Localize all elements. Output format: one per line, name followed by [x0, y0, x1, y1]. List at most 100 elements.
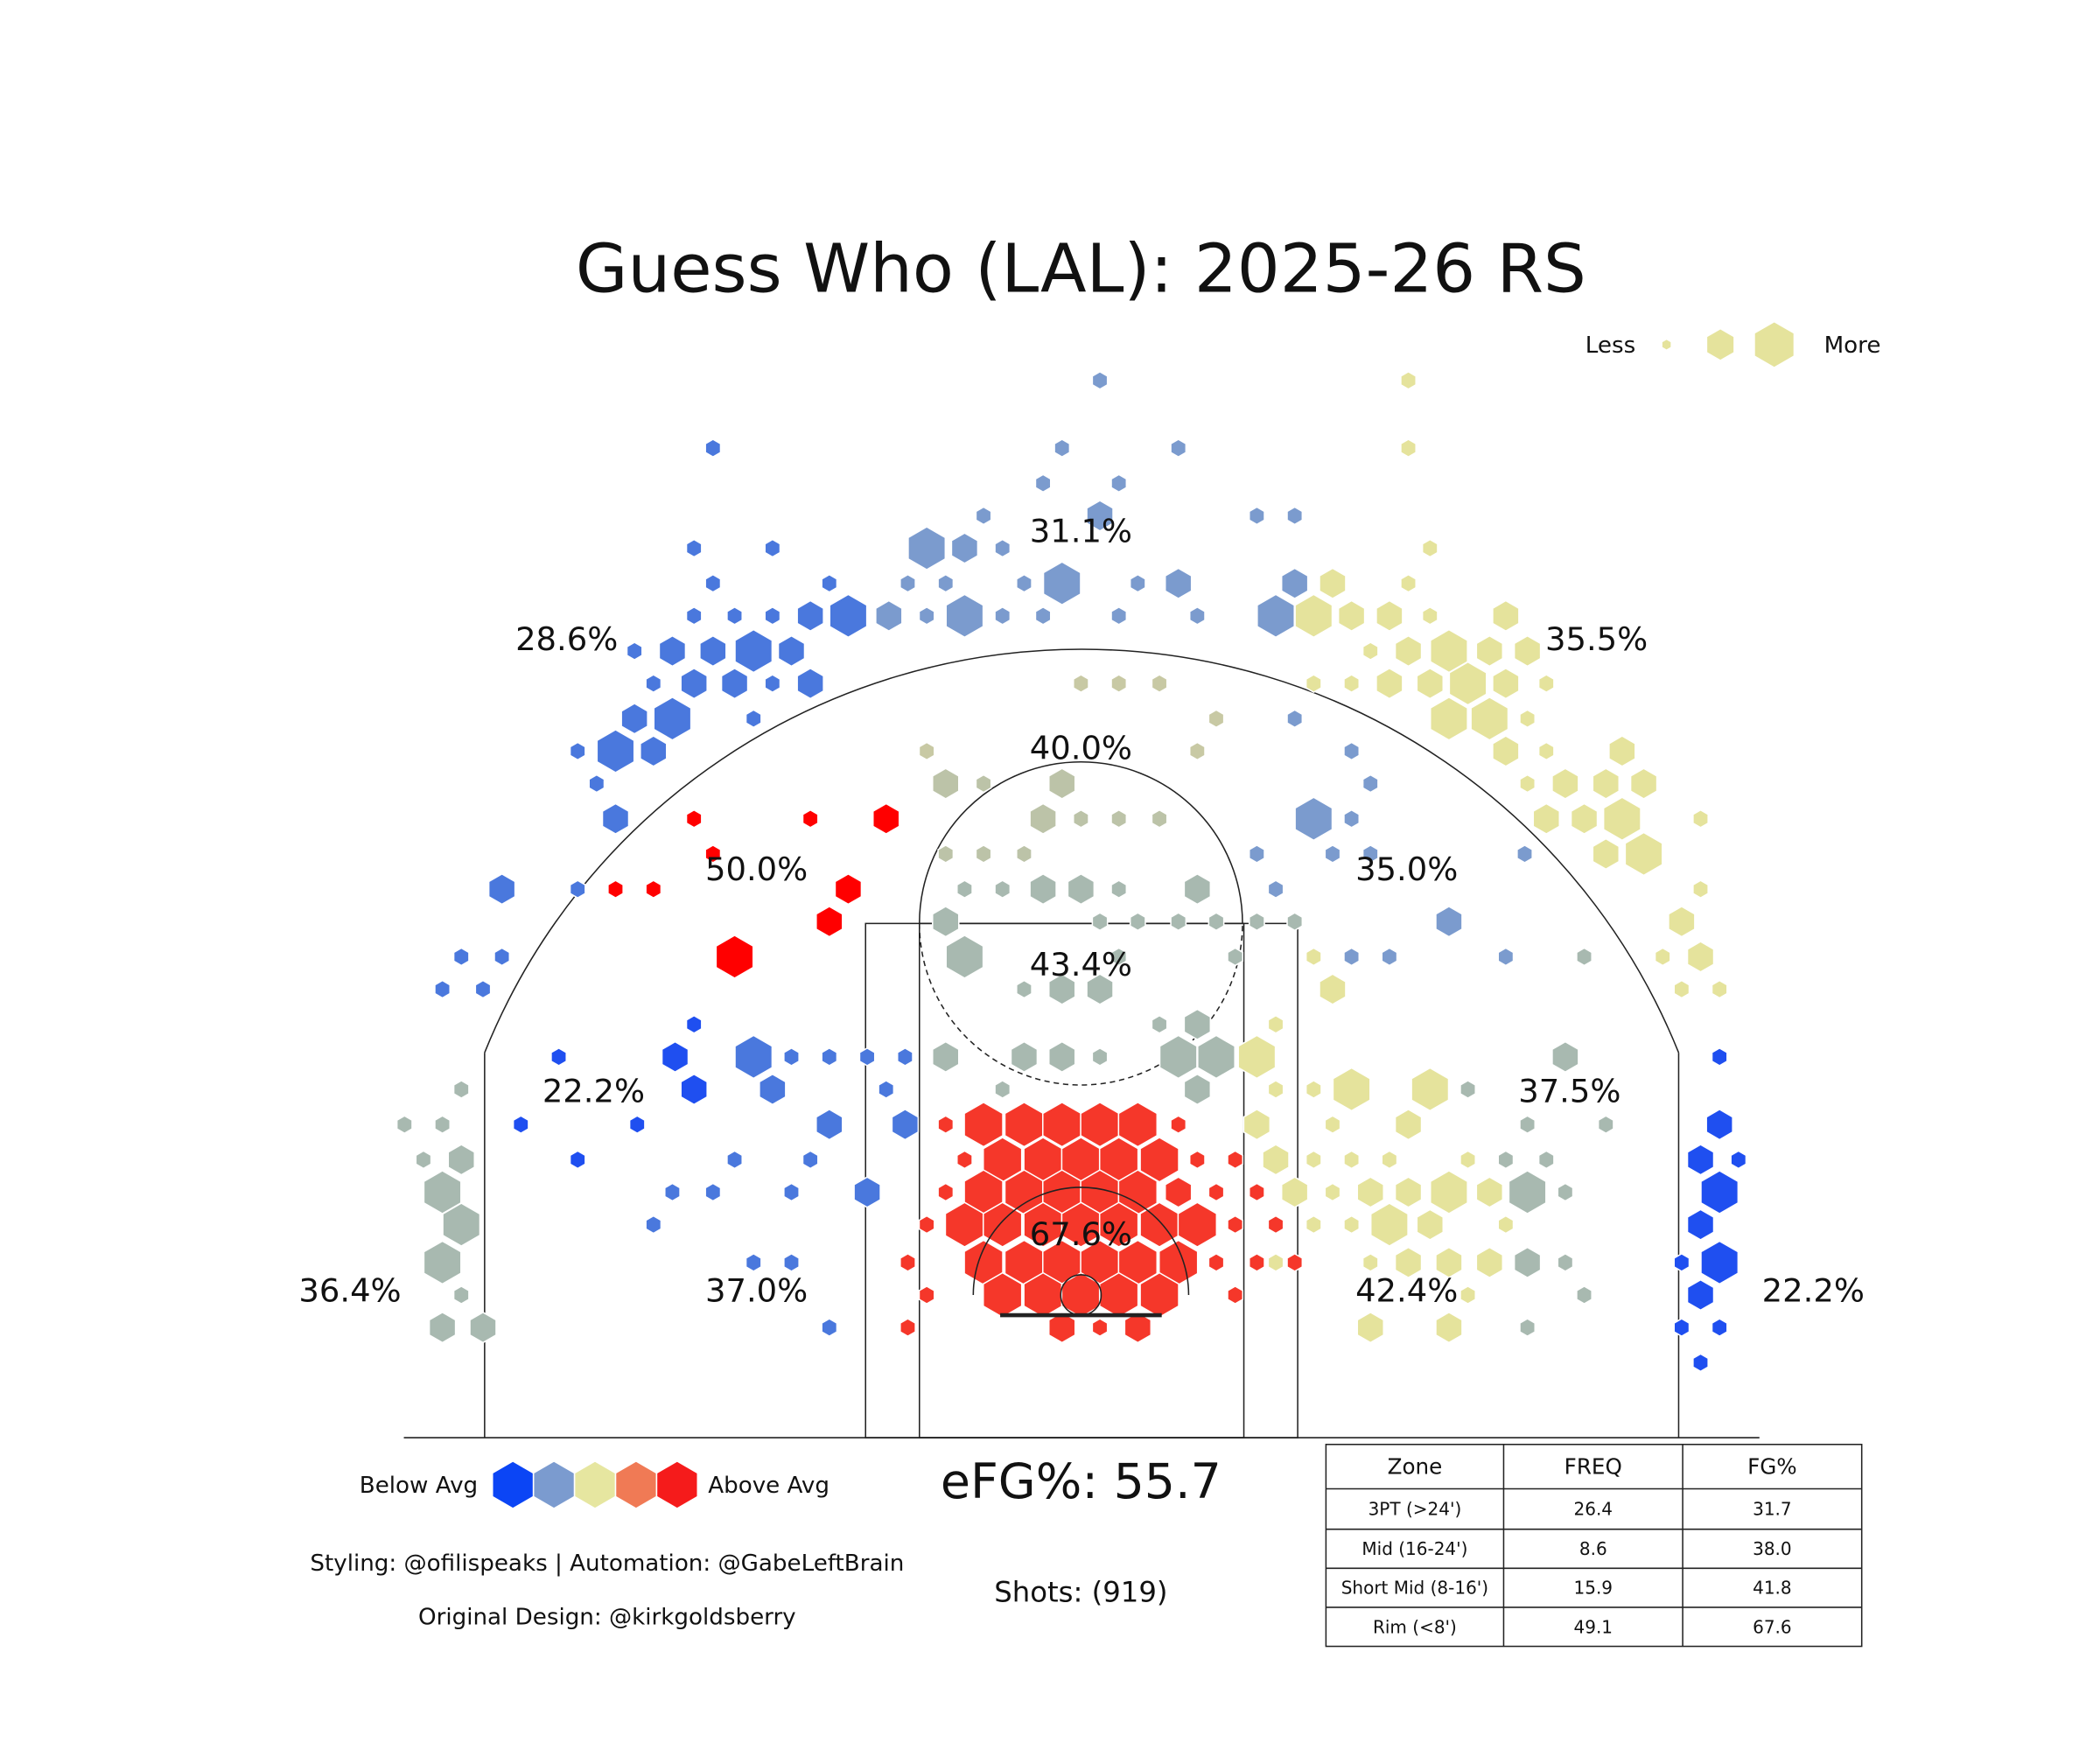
hexbins: [396, 370, 1747, 1373]
hexbin: [1016, 979, 1032, 999]
zone-label: 37.0%: [705, 1271, 808, 1309]
hexbin: [1117, 1101, 1158, 1148]
hexbin: [720, 667, 749, 700]
table-cell: 41.8: [1753, 1578, 1792, 1599]
hexbin: [569, 879, 586, 900]
hexbin: [956, 1150, 973, 1170]
hexbin: [1248, 1253, 1265, 1272]
hexbin: [415, 1150, 432, 1170]
hexbin: [1686, 1278, 1715, 1312]
hexbin: [1267, 879, 1284, 900]
hexbin: [715, 934, 754, 979]
credit: Styling: @ofilispeaks | Automation: @Gab…: [310, 1550, 904, 1577]
hexbin: [1256, 593, 1296, 639]
hexbin: [1516, 844, 1533, 864]
table-header: FG%: [1747, 1454, 1797, 1480]
hexbin: [834, 872, 863, 906]
inner-lane: [919, 922, 1245, 1438]
hexbin: [1654, 947, 1671, 967]
hexbin: [626, 641, 643, 661]
size-legend-more: More: [1824, 332, 1881, 359]
efg-label: eFG%: 55.7: [941, 1454, 1222, 1510]
hexbin: [1227, 1285, 1244, 1305]
hexbin: [1435, 906, 1463, 938]
hexbin: [1692, 879, 1709, 900]
hexbin: [658, 634, 687, 668]
hexbin: [1208, 709, 1225, 729]
hexbin: [1400, 573, 1417, 593]
hexbin: [1624, 831, 1663, 877]
hexbin: [1129, 573, 1146, 593]
hexbin: [1029, 802, 1057, 835]
hexbin: [1248, 506, 1265, 526]
hexbin: [1343, 1150, 1361, 1170]
hexbin: [900, 573, 916, 593]
hexbin: [1460, 1080, 1477, 1099]
hexbin: [512, 1115, 529, 1135]
hexbin: [447, 1144, 476, 1176]
hexbin: [1532, 802, 1561, 835]
hexbin: [918, 1214, 935, 1235]
hexbin: [1570, 802, 1599, 835]
hexbin: [937, 573, 955, 593]
hexbin: [1319, 567, 1347, 599]
table-cell: 67.6: [1753, 1616, 1792, 1637]
hexbin: [1376, 667, 1404, 700]
hexbin: [1151, 674, 1168, 694]
hexbin: [1376, 599, 1404, 633]
hexbin: [1110, 473, 1128, 494]
hexbin: [1227, 1214, 1244, 1235]
hexbin: [1343, 1214, 1361, 1235]
hexbin: [816, 1108, 844, 1141]
hexbin: [1016, 844, 1032, 864]
free-throw-circle-dashed: [919, 923, 1243, 1086]
hexbin: [1394, 1176, 1423, 1208]
hexbin: [1286, 912, 1304, 932]
hexbin: [1029, 872, 1057, 906]
table-cell: Rim (<8'): [1373, 1616, 1457, 1637]
hexbin: [975, 844, 992, 864]
hexbin: [699, 634, 727, 668]
table-cell: 8.6: [1579, 1538, 1607, 1559]
hexbin: [1362, 641, 1379, 661]
hexbin: [474, 979, 492, 999]
hexbin: [1400, 370, 1417, 390]
hexbin: [1343, 947, 1361, 967]
court-rim: [972, 1186, 1190, 1318]
hexbin: [569, 741, 586, 761]
hexbin: [956, 879, 973, 900]
hexbin: [1016, 573, 1032, 593]
hexbin: [1362, 774, 1379, 794]
hexbin: [1324, 1182, 1341, 1202]
chart-title: Guess Who (LAL): 2025-26 RS: [576, 230, 1586, 308]
table-header: FREQ: [1564, 1454, 1622, 1480]
hexbin: [945, 934, 984, 979]
hexbin: [1158, 1034, 1198, 1080]
hexbin: [1394, 1246, 1423, 1279]
hexbin: [645, 879, 662, 900]
table-cell: 49.1: [1574, 1616, 1614, 1637]
hexbin: [1110, 606, 1128, 626]
hexbin: [1267, 1014, 1284, 1034]
hexbin: [1208, 1182, 1225, 1202]
hexbin: [1072, 674, 1089, 694]
hexbin: [994, 1080, 1012, 1099]
color-legend-hex: [534, 1461, 574, 1508]
hexbin: [1435, 1311, 1463, 1344]
hexbin: [1280, 1176, 1309, 1208]
hexbin: [1576, 1285, 1592, 1305]
hexbin: [918, 606, 935, 626]
hexbin: [1576, 947, 1592, 967]
hexbin: [796, 599, 824, 633]
table-cell: 26.4: [1574, 1499, 1614, 1520]
hexbin: [1592, 837, 1620, 871]
hexbin: [1692, 808, 1709, 829]
zone-label: 35.0%: [1355, 850, 1458, 888]
zone-label: 22.2%: [1762, 1271, 1865, 1309]
hexbin: [1286, 506, 1304, 526]
hexbin: [1730, 1150, 1747, 1170]
hexbin: [452, 947, 470, 967]
hexbin: [1188, 1150, 1206, 1170]
hexbin: [1319, 973, 1347, 1005]
